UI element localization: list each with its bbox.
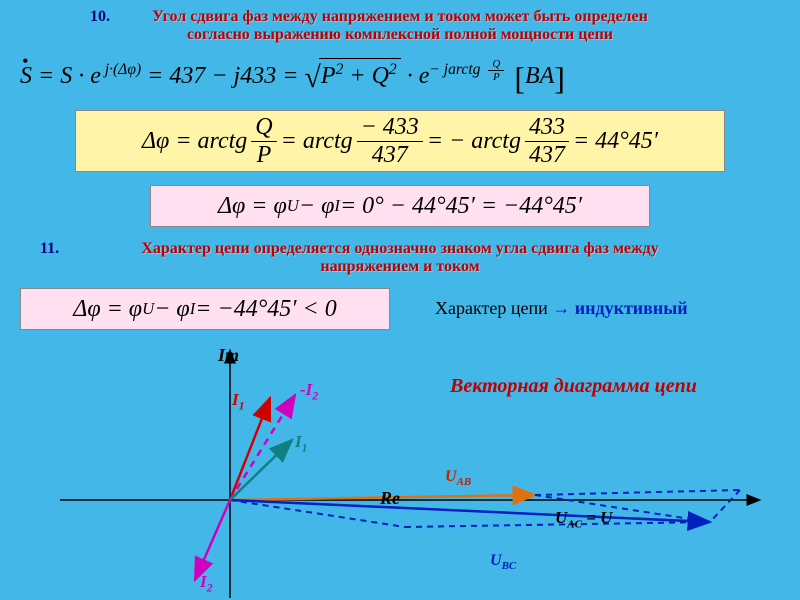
label-uab: UAB xyxy=(445,468,471,488)
label-ubc: UBC xyxy=(490,552,516,572)
label-i1-teal: I1 xyxy=(295,432,308,455)
label-neg-i2: -I2 xyxy=(300,380,318,403)
vector-diagram xyxy=(0,0,800,600)
label-uac: UAC = U xyxy=(555,508,612,530)
axis-im-label: Im xyxy=(218,345,239,366)
label-i2: I2 xyxy=(200,572,213,595)
axis-re-label: Re xyxy=(380,488,400,509)
label-i1-red: I1 xyxy=(232,390,245,413)
